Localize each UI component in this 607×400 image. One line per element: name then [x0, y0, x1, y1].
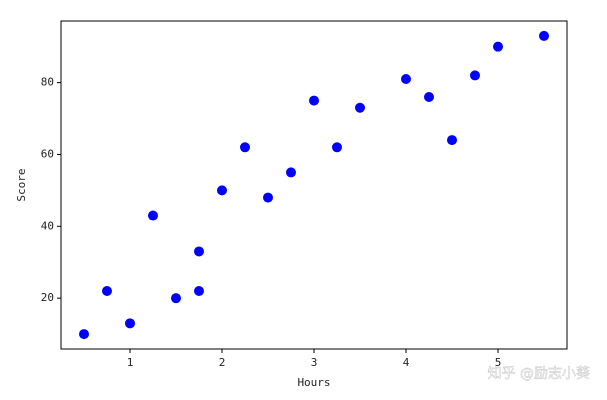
point	[447, 135, 457, 146]
point	[470, 70, 480, 81]
point	[125, 318, 135, 329]
point	[424, 91, 434, 102]
point	[148, 210, 158, 221]
point	[102, 285, 112, 296]
x-tick-label: 4	[403, 356, 410, 369]
point	[171, 293, 181, 304]
x-tick-label: 2	[219, 356, 226, 369]
point	[309, 95, 319, 106]
y-axis-label: Score	[15, 168, 28, 201]
point	[217, 185, 227, 196]
point	[355, 102, 365, 113]
x-tick-label: 5	[495, 356, 502, 369]
x-tick-label: 3	[311, 356, 318, 369]
point	[263, 192, 273, 203]
point	[79, 329, 89, 340]
y-tick-label: 80	[41, 76, 54, 89]
point	[194, 246, 204, 257]
point	[240, 142, 250, 153]
point	[539, 30, 549, 41]
watermark: 知乎 @励志小葵	[488, 365, 590, 382]
point	[332, 142, 342, 153]
point	[401, 74, 411, 85]
point	[493, 41, 503, 52]
point	[194, 285, 204, 296]
y-tick-label: 40	[41, 219, 54, 232]
y-tick-label: 60	[41, 147, 54, 160]
plot-frame	[60, 20, 568, 350]
point	[286, 167, 296, 178]
x-axis-label: Hours	[297, 376, 330, 389]
y-tick-label: 20	[41, 291, 54, 304]
x-tick-label: 1	[127, 356, 134, 369]
